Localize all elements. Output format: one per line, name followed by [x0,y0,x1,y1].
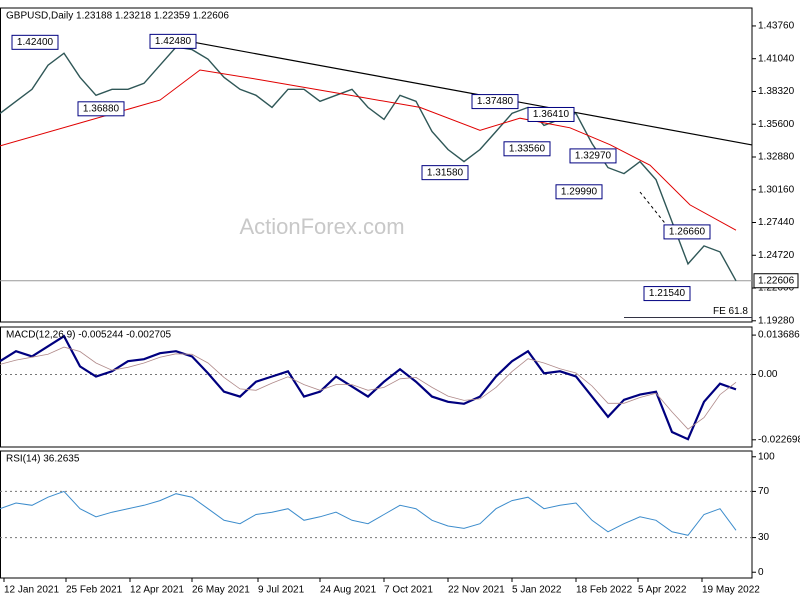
annotation-box [527,106,575,122]
annotation-box [569,148,617,164]
x-tick-label: 25 Feb 2021 [66,585,123,596]
series-line [0,334,737,441]
series-line [0,346,737,430]
panel-title: GBPUSD,Daily 1.23188 1.23218 1.22359 1.2… [6,11,229,22]
annotation-label: 1.33560 [509,143,546,154]
annotation-label: 1.42400 [17,37,54,48]
x-tick-label: 24 Aug 2021 [320,585,377,596]
annotation-label: 1.36880 [83,103,120,114]
annotation-box [663,224,711,240]
y-tick-label: 1.41040 [758,53,795,64]
y-tick-label: 30 [758,532,770,543]
x-tick-label: 12 Apr 2021 [130,585,184,596]
annotation-box [503,141,551,157]
y-tick-label: 0.00 [758,369,778,380]
y-tick-label: 1.43760 [758,21,795,32]
series-line [0,490,737,536]
x-tick-label: 12 Jan 2021 [4,585,59,596]
panel-border [0,7,753,323]
x-tick-label: 18 Feb 2022 [576,585,633,596]
panel-title: MACD(12,26,9) -0.005244 -0.002705 [6,330,172,341]
y-tick-label: 100 [758,451,775,462]
annotation-label: 1.31580 [427,167,464,178]
x-tick-label: 7 Oct 2021 [384,585,433,596]
annotation-label: 1.21540 [649,288,686,299]
trendline [191,41,753,146]
y-tick-label: 1.35600 [758,119,795,130]
annotation-box [555,184,603,200]
y-tick-label: 1.30160 [758,184,795,195]
y-tick-label: 1.24720 [758,250,795,261]
x-tick-label: 19 May 2022 [702,585,760,596]
last-price-box [753,273,799,289]
watermark: ActionForex.com [239,214,404,239]
panel-border [0,326,753,448]
annotation-label: 1.37480 [477,96,514,107]
y-tick-label: 0 [758,567,764,578]
y-tick-label: 70 [758,486,770,497]
last-price-label: 1.22606 [758,275,795,286]
x-tick-label: 22 Nov 2021 [448,585,505,596]
series-line [0,69,737,231]
y-tick-label: 1.19280 [758,315,795,326]
annotation-label: 1.26660 [669,227,706,238]
annotation-label: 1.36410 [533,109,570,120]
annotation-box [77,101,125,117]
panel-border [0,450,753,579]
y-tick-label: -0.022698 [758,434,800,445]
annotation-box [421,165,469,181]
x-tick-label: 5 Jan 2022 [512,585,562,596]
y-tick-label: 1.27440 [758,217,795,228]
annotation-label: 1.32970 [575,151,612,162]
annotation-box [471,94,519,110]
x-tick-label: 26 May 2021 [192,585,250,596]
y-tick-label: 1.38320 [758,86,795,97]
panel-title: RSI(14) 36.2635 [6,454,80,465]
fe-label: FE 61.8 [713,306,748,317]
annotation-label: 1.42480 [155,36,192,47]
annotation-box [643,286,691,302]
annotation-box [11,34,59,50]
annotation-box [149,33,197,49]
y-tick-label: 0.013686 [758,330,800,341]
y-tick-label: 1.32880 [758,152,795,163]
series-line [0,46,737,282]
x-tick-label: 5 Apr 2022 [638,585,687,596]
x-tick-label: 9 Jul 2021 [258,585,305,596]
annotation-label: 1.29990 [561,186,598,197]
